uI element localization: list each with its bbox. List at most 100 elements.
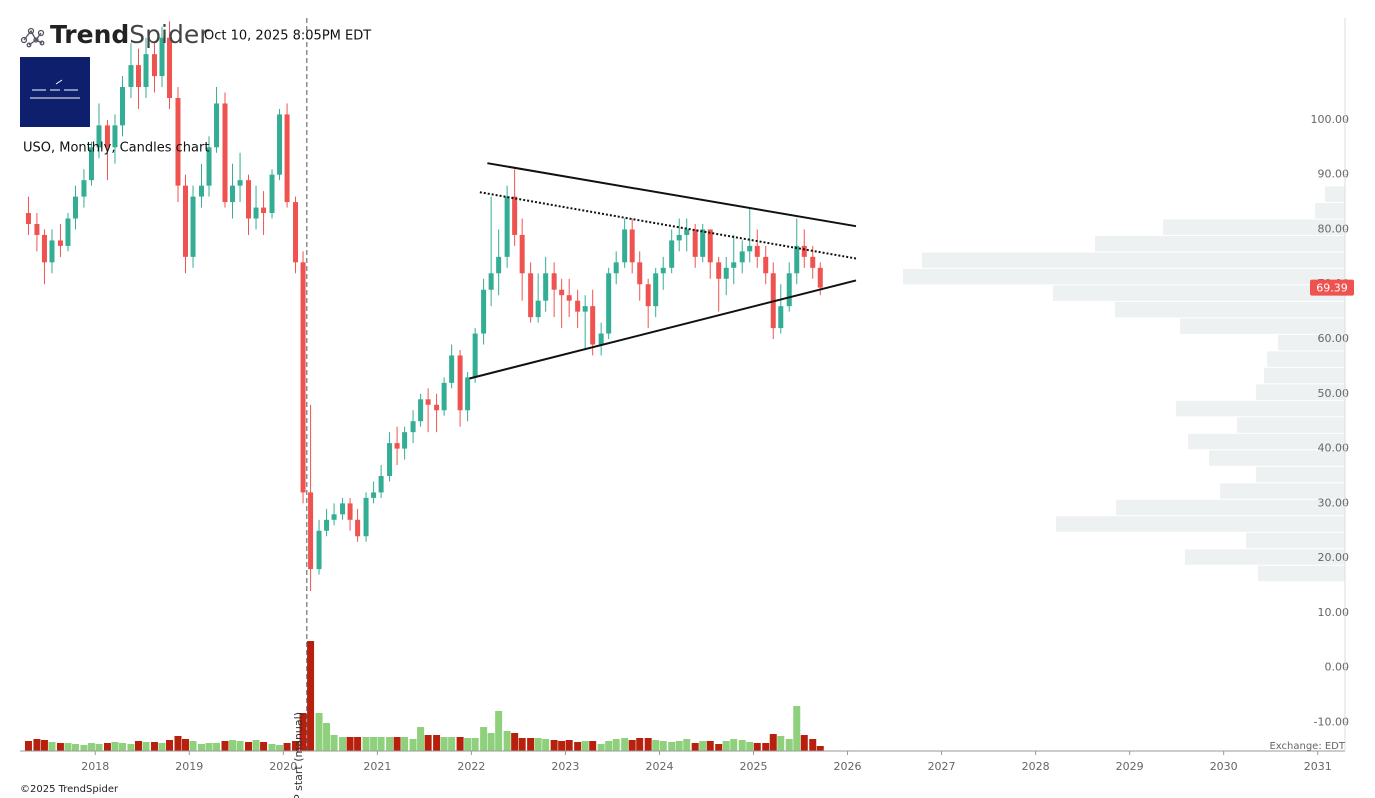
- candle-body: [810, 256, 816, 268]
- y-tick-label: -10.00: [1314, 716, 1349, 729]
- volume-bar: [111, 742, 119, 751]
- candle-body: [457, 355, 463, 411]
- volume-bar: [636, 738, 644, 751]
- volume-bar: [48, 742, 56, 751]
- candle-body: [96, 125, 102, 148]
- x-tick-label: 2023: [551, 760, 579, 773]
- candle-body: [183, 185, 189, 257]
- x-tick-label: 2028: [1022, 760, 1050, 773]
- event-label: P start (manual): [292, 712, 305, 798]
- ticker-logo-art: [30, 79, 80, 99]
- volume-bar: [518, 738, 526, 751]
- candle-body: [277, 114, 283, 175]
- candle-body: [637, 262, 643, 285]
- profile-bar: [1188, 433, 1345, 450]
- candle-body: [128, 65, 134, 88]
- candle-body: [786, 273, 792, 307]
- volume-bar: [495, 711, 503, 751]
- volume-bar: [809, 739, 817, 751]
- candle-body: [747, 245, 753, 252]
- volume-bar: [252, 740, 260, 751]
- volume-bar: [683, 739, 691, 751]
- x-tick-label: 2020: [269, 760, 297, 773]
- x-tick-label: 2025: [739, 760, 767, 773]
- profile-bar: [1325, 186, 1345, 202]
- volume-bar: [189, 741, 197, 751]
- volume-bar: [480, 727, 488, 751]
- candle-body: [135, 65, 141, 88]
- candle-body: [246, 180, 252, 219]
- y-tick-label: 50.00: [1318, 387, 1350, 400]
- last-price-tag: [1310, 279, 1354, 296]
- candle-body: [72, 196, 78, 219]
- profile-bar: [1176, 400, 1345, 417]
- y-tick-label: 30.00: [1318, 496, 1350, 509]
- candle-body: [551, 273, 557, 290]
- volume-bar: [699, 741, 707, 751]
- candle-body: [528, 273, 534, 318]
- candle-body: [606, 273, 612, 334]
- candle-body: [387, 443, 393, 476]
- volume-bar: [80, 745, 88, 751]
- candle-body: [222, 103, 228, 203]
- volume-bar: [182, 739, 190, 751]
- volume-bar: [95, 744, 103, 751]
- volume-bar: [527, 738, 535, 751]
- volume-bar: [315, 713, 323, 751]
- volume-bar: [268, 744, 276, 751]
- volume-bar: [675, 741, 683, 751]
- volume-bar: [785, 739, 793, 751]
- candle-body: [684, 229, 690, 235]
- volume-bar: [612, 739, 620, 751]
- candle-body: [441, 382, 447, 411]
- volume-bar: [542, 739, 550, 751]
- candle-body: [151, 54, 157, 77]
- profile-bar: [1115, 301, 1345, 318]
- candle-body: [653, 273, 659, 307]
- volume-bar: [589, 741, 597, 751]
- volume-bar: [142, 742, 150, 751]
- candle-body: [363, 497, 369, 537]
- candle-body: [575, 300, 581, 312]
- volume-bar: [346, 737, 354, 751]
- volume-bar: [245, 742, 253, 751]
- candle-body: [692, 229, 698, 257]
- volume-bar: [471, 738, 479, 751]
- volume-bar: [628, 740, 636, 751]
- volume-bar: [119, 743, 127, 751]
- volume-bar: [753, 743, 761, 751]
- candle-body: [425, 399, 431, 405]
- volume-bar: [668, 742, 676, 751]
- candle-body: [504, 196, 510, 257]
- profile-bar: [1278, 334, 1345, 351]
- candle-body: [81, 180, 87, 197]
- candle-body: [645, 284, 651, 307]
- candle-body: [519, 234, 525, 274]
- x-tick-label: 2026: [834, 760, 862, 773]
- volume-bar: [715, 744, 723, 751]
- candle-body: [481, 289, 487, 334]
- profile-bar: [1185, 549, 1345, 565]
- volume-bar: [197, 744, 205, 751]
- candle-body: [308, 492, 314, 570]
- profile-bar: [1163, 219, 1345, 235]
- candle-body: [716, 262, 722, 279]
- candle-body: [120, 87, 126, 126]
- candle-body: [566, 295, 572, 301]
- volume-bar: [659, 741, 667, 751]
- volume-bar: [558, 741, 566, 751]
- brand: TrendSpider: [50, 20, 210, 49]
- x-tick-label: 2027: [928, 760, 956, 773]
- candle-body: [488, 273, 494, 290]
- volume-bar: [722, 741, 730, 751]
- volume-bar: [597, 744, 605, 751]
- volume-bar: [691, 743, 699, 751]
- volume-bar: [166, 740, 174, 751]
- profile-bar: [903, 268, 1345, 285]
- candle-body: [57, 240, 63, 246]
- candle-body: [190, 196, 196, 257]
- volume-profile: [903, 186, 1345, 582]
- candle-body: [88, 147, 94, 181]
- candle-body: [739, 251, 745, 263]
- volume-bar: [503, 731, 511, 751]
